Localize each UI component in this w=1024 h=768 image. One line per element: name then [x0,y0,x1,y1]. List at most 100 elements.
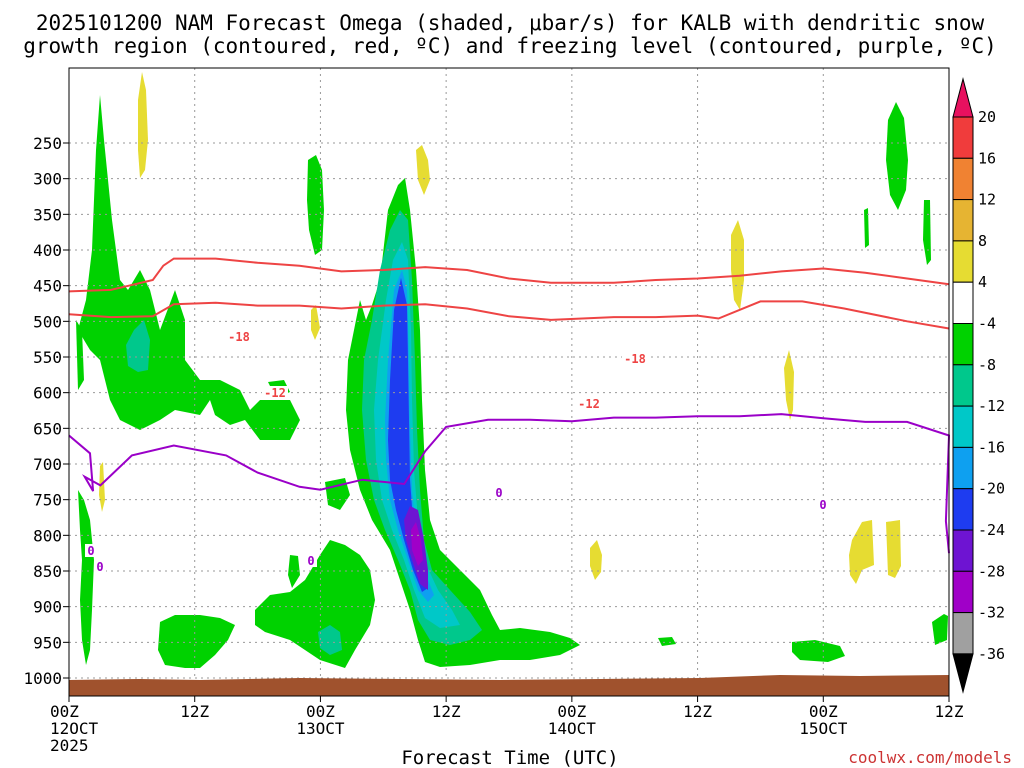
colorbar-swatch [952,240,974,283]
omega-region-yellow-6 [784,350,794,420]
colorbar-swatch [952,281,974,325]
omega-region-right-boundary-1 [792,640,845,662]
colorbar-level-label: -28 [978,562,1005,580]
dgz-lower-label-1: -12 [264,386,286,400]
label-bg [305,554,317,567]
colorbar-level-label: -12 [978,397,1005,415]
colorbar-bottom-triangle [952,653,974,694]
y-tick-label: 700 [33,455,62,474]
colorbar-swatch [952,405,974,448]
label-bg [493,486,505,499]
x-tick-label: 12Z [683,702,712,721]
label-bg [94,560,106,573]
omega-region-yellow-3 [311,305,320,340]
omega-region-violet [411,522,423,566]
freezing-label-1: 0 [495,486,502,500]
colorbar-swatch [952,116,974,159]
colorbar-level-label: -16 [978,438,1005,456]
dgz-upper-label-1: -18 [228,330,250,344]
y-axis: 250 300 350 400 450 500 550 600 650 700 750 800 850 9… [23,134,69,688]
dgz-upper-label-2: -18 [624,352,646,366]
omega-region-yellow-8 [849,520,874,584]
colorbar-level-label: 4 [978,273,987,291]
freezing-label-5: 0 [96,560,103,574]
y-tick-label: 1000 [23,669,62,688]
colorbar-level-label: 20 [978,108,996,126]
colorbar-swatch [952,364,974,407]
colorbar-swatch [952,612,974,655]
omega-region-left-lower [78,490,94,665]
y-tick-label: 850 [33,562,62,581]
dgz-upper-isotherm-line [68,257,950,293]
surface-terrain [69,675,949,696]
y-tick-label: 900 [33,598,62,617]
y-tick-label: 950 [33,633,62,652]
x-tick-label: 00Z [306,702,335,721]
colorbar-level-label: 8 [978,232,987,250]
freezing-label-2: 0 [819,498,826,512]
dgz-lower-isotherm-line [68,300,950,330]
x-tick-label: 15OCT [799,719,848,738]
omega-region-right-top [886,102,908,210]
dgz-lower-label-2: -12 [578,397,600,411]
colorbar-level-label: -32 [978,604,1005,622]
y-tick-label: 400 [33,241,62,260]
x-tick-label: 00Z [809,702,838,721]
omega-region-330mb [307,155,324,255]
label-bg [85,544,97,557]
y-tick-label: 750 [33,491,62,510]
colorbar-level-label: -24 [978,521,1005,539]
x-tick-label: 13OCT [296,719,345,738]
contour-labels: -18 -18 -12 -12 0 0 0 0 0 [85,330,829,574]
credit-text: coolwx.com/models [848,748,1012,767]
y-tick-label: 650 [33,419,62,438]
x-tick-label: 14OCT [548,719,597,738]
chart-title-line-2: growth region (contoured, red, ºC) and f… [23,34,997,58]
omega-region-boundary-layer [158,615,235,668]
omega-region-right-small-1 [864,208,869,248]
freezing-label-4: 0 [87,544,94,558]
y-tick-label: 450 [33,277,62,296]
omega-region-small-2 [325,478,350,510]
omega-region-small-1 [288,555,300,588]
colorbar-swatch [952,488,974,531]
label-bg [622,352,648,365]
x-tick-label: 12Z [935,702,964,721]
chart-title-line-1: 2025101200 NAM Forecast Omega (shaded, μ… [36,11,985,35]
colorbar-level-label: -4 [978,315,996,333]
y-tick-label: 300 [33,170,62,189]
x-tick-label: 12Z [180,702,209,721]
colorbar-swatch [952,157,974,201]
x-axis-label: Forecast Time (UTC) [401,747,618,768]
label-bg [226,330,252,343]
omega-region-teal-lower [318,625,342,655]
colorbar-swatch [952,446,974,490]
y-tick-label: 500 [33,312,62,331]
x-tick-label: 00Z [557,702,586,721]
colorbar: 20 16 12 8 4 -4 -8 -12 -16 -20 -24 -28 -32 -36 [952,77,1005,694]
y-tick-label: 550 [33,348,62,367]
y-tick-label: 250 [33,134,62,153]
omega-region-yellow-5 [731,220,744,310]
omega-region-teal-upper-left [126,320,150,372]
colorbar-level-label: -36 [978,645,1005,663]
colorbar-swatch [952,323,974,366]
x-tick-label: 12OCT [50,719,99,738]
omega-region-yellow-9 [886,520,901,578]
colorbar-level-label: -20 [978,480,1005,498]
label-bg [262,386,288,399]
plot-area: -18 -18 -12 -12 0 0 0 0 0 [68,67,951,697]
omega-region-right-boundary-2 [932,614,948,645]
colorbar-swatch [952,570,974,614]
colorbar-level-label: -8 [978,356,996,374]
colorbar-level-label: 16 [978,149,996,167]
x-tick-label: 00Z [50,702,79,721]
omega-region-right-small-2 [923,200,931,265]
freezing-level-line [68,413,951,554]
colorbar-top-triangle [952,77,974,118]
colorbar-swatch [952,199,974,242]
omega-shading [76,72,948,668]
plot-frame [68,67,950,697]
